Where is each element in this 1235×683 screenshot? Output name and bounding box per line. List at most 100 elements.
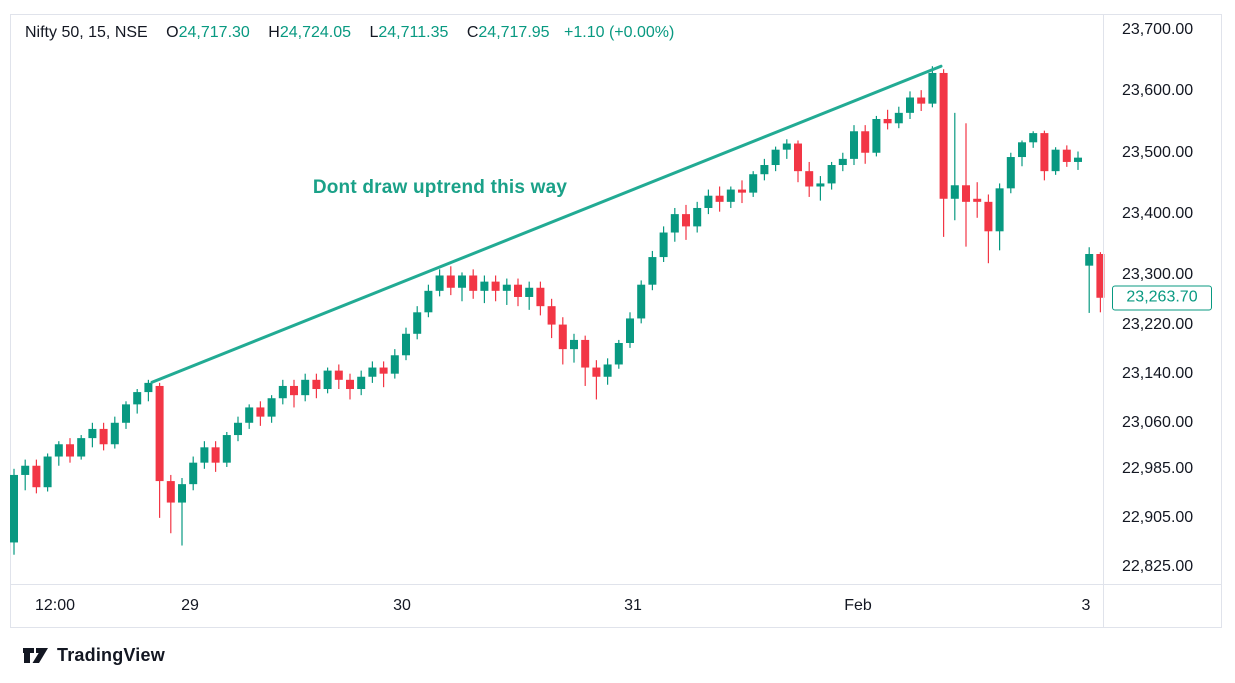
tradingview-logo[interactable]: TradingView [22,645,165,666]
candle-body [581,339,590,368]
candle-body [323,370,332,390]
candle-body [334,370,343,380]
candle-body [547,306,556,325]
candle-body [155,385,164,482]
trendline-annotation-text[interactable]: Dont draw uptrend this way [312,177,568,198]
candle-body [290,385,298,396]
candle-body [166,481,175,503]
candle-body [491,281,500,291]
candle-body [872,118,881,153]
candle-body [738,189,746,193]
candle-body [200,447,209,463]
candle-body [122,404,130,423]
candle-body [1018,142,1026,158]
candle-body [278,385,287,399]
trendline[interactable] [150,64,943,384]
candle-body [267,398,276,417]
symbol-legend[interactable]: Nifty 50, 15, NSE O24,717.30 H24,724.05 … [25,24,674,42]
candle-body [637,284,646,319]
price-tick-label: 22,985.00 [1122,459,1194,477]
candle-body [1096,254,1105,298]
close-value: C24,717.95 [467,24,550,41]
candle-body [458,275,466,288]
candle-body [234,422,242,436]
time-axis-separator [10,584,1222,585]
time-tick-label: Feb [844,597,872,614]
price-tick-label: 23,600.00 [1122,82,1194,100]
price-tick-label: 23,060.00 [1122,413,1194,431]
candle-body [973,198,982,202]
candle-body [133,392,142,405]
symbol-title[interactable]: Nifty 50, 15, NSE [25,24,148,41]
last-price-badge: 23,263.70 [1112,285,1212,311]
candle-body [1040,133,1049,172]
candle-body [626,318,634,343]
time-tick-label: 31 [624,597,642,614]
candle-body [558,324,567,350]
candle-body [771,149,780,166]
tradingview-logo-icon [23,648,48,663]
candle-body [805,171,814,187]
candle-body [715,195,724,202]
candle-body [32,465,41,488]
candle-body [525,287,534,297]
price-tick-label: 23,700.00 [1122,21,1194,38]
time-tick-label: 12:00 [34,597,76,614]
candle-body [939,72,948,199]
candle-body [782,143,791,150]
candle-body [66,444,74,457]
candle-body [357,376,366,390]
candle-body [570,339,578,350]
candle-body [614,342,623,365]
candle-body [726,189,735,202]
open-label: O [166,24,179,41]
candle-body [592,367,601,377]
candle-body [894,112,903,124]
candle-body [312,379,321,390]
candle-body [693,207,702,227]
candle-body [1006,157,1015,189]
candle-body [514,284,522,297]
candle-body [760,165,769,175]
candle-body [704,195,713,208]
price-tick-label: 23,140.00 [1122,364,1194,382]
candle-body [1062,149,1071,162]
price-tick-label: 22,905.00 [1122,508,1194,526]
candle-body [1074,157,1082,162]
candle-body [368,367,377,377]
candle-body [603,364,612,377]
price-tick-label: 23,400.00 [1122,205,1194,223]
candle-body [928,72,937,104]
candle-body [402,333,410,356]
candle-body [424,290,433,313]
candle-body [10,474,18,543]
candle-body [88,428,97,439]
candle-body [43,456,52,488]
candle-body [749,174,758,193]
candle-body [883,118,892,124]
price-tick-label: 23,500.00 [1122,143,1194,161]
candle-body [390,355,399,374]
candle-body [502,284,511,291]
time-tick-label: 3 [1081,597,1091,614]
candle-body [1051,149,1060,172]
change-value: +1.10 (+0.00%) [564,24,675,41]
candle-body [659,232,668,258]
low-price: 24,711.35 [378,24,449,41]
candle-body [256,407,265,417]
close-price: 24,717.95 [478,24,550,41]
candle-body [379,367,388,374]
low-label: L [369,24,379,41]
candle-body [77,438,86,457]
candle-body [301,379,310,396]
candle-body [480,281,489,291]
high-price: 24,724.05 [279,24,352,41]
candle-body [110,422,119,445]
time-tick-label: 29 [181,597,199,614]
open-price: 24,717.30 [178,24,250,41]
candle-body [962,185,970,202]
candle-body [648,257,657,285]
open-value: O24,717.30 [166,24,250,41]
